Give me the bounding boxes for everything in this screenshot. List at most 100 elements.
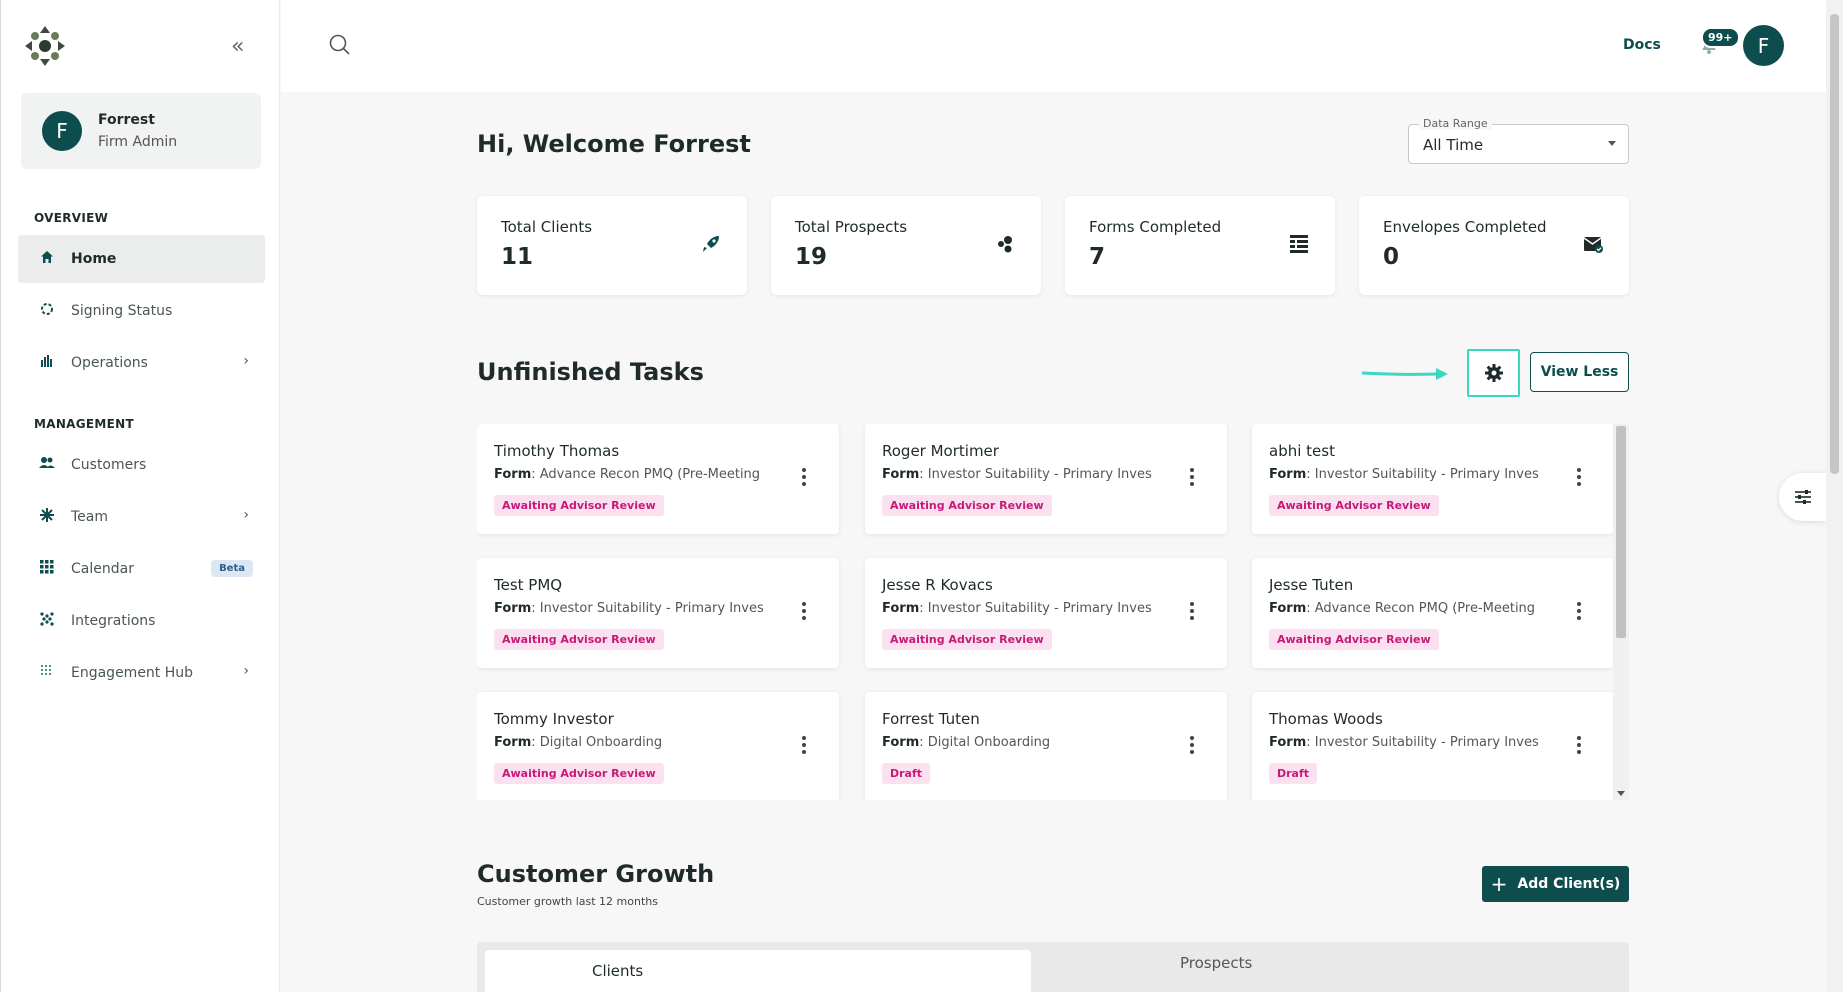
stat-value: 11 xyxy=(501,244,534,270)
more-options-icon[interactable] xyxy=(1190,602,1194,623)
more-options-icon[interactable] xyxy=(1577,468,1581,489)
task-form: Form: Investor Suitability - Primary Inv… xyxy=(882,467,1152,482)
customer-growth-title: Customer Growth xyxy=(477,860,715,888)
stat-card-envelopes-completed: Envelopes Completed 0 xyxy=(1359,196,1629,295)
collapse-sidebar-icon[interactable]: « xyxy=(231,34,245,59)
date-range-value: All Time xyxy=(1423,136,1484,154)
prospects-icon xyxy=(998,236,1012,253)
task-form: Form: Advance Recon PMQ (Pre-Meeting xyxy=(494,467,761,482)
task-name: Timothy Thomas xyxy=(494,442,620,460)
tasks-scrollbar[interactable] xyxy=(1613,424,1629,800)
sidebar-item-integrations[interactable]: Integrations xyxy=(18,597,265,645)
task-card[interactable]: abhi test Form: Investor Suitability - P… xyxy=(1252,424,1614,534)
sidebar: « F Forrest Firm Admin OVERVIEW Home Sig… xyxy=(0,0,280,992)
status-badge: Awaiting Advisor Review xyxy=(494,629,664,650)
sidebar-item-signing-status[interactable]: Signing Status xyxy=(18,287,265,335)
team-icon xyxy=(36,508,58,526)
section-label-overview: OVERVIEW xyxy=(34,211,109,225)
tab-label: Prospects xyxy=(1180,954,1253,972)
add-clients-button[interactable]: + Add Client(s) xyxy=(1482,866,1629,902)
status-badge: Awaiting Advisor Review xyxy=(494,495,664,516)
more-options-icon[interactable] xyxy=(1577,736,1581,757)
avatar: F xyxy=(42,111,82,151)
status-badge: Awaiting Advisor Review xyxy=(494,763,664,784)
sidebar-item-engagement-hub[interactable]: Engagement Hub › xyxy=(18,649,265,697)
view-less-button[interactable]: View Less xyxy=(1530,352,1629,392)
sidebar-item-label: Calendar xyxy=(71,561,134,577)
task-card[interactable]: Roger Mortimer Form: Investor Suitabilit… xyxy=(865,424,1227,534)
page-title: Hi, Welcome Forrest xyxy=(477,130,751,158)
brand-logo[interactable] xyxy=(23,24,67,68)
task-form: Form: Investor Suitability - Primary Inv… xyxy=(1269,467,1539,482)
more-options-icon[interactable] xyxy=(802,602,806,623)
docs-link[interactable]: Docs xyxy=(1623,37,1661,53)
more-options-icon[interactable] xyxy=(802,468,806,489)
filter-settings-button[interactable] xyxy=(1779,473,1826,521)
growth-tabs: Clients Prospects xyxy=(477,942,1629,992)
sidebar-item-team[interactable]: Team › xyxy=(18,493,265,541)
task-name: Roger Mortimer xyxy=(882,442,999,460)
sidebar-item-label: Home xyxy=(71,251,117,267)
chevron-right-icon: › xyxy=(243,353,249,369)
scroll-down-arrow-icon[interactable] xyxy=(1617,791,1625,796)
status-badge: Awaiting Advisor Review xyxy=(1269,629,1439,650)
customers-icon xyxy=(36,456,58,474)
user-avatar[interactable]: F xyxy=(1743,25,1784,66)
task-name: Thomas Woods xyxy=(1269,710,1383,728)
task-name: Jesse R Kovacs xyxy=(882,576,993,594)
task-name: Forrest Tuten xyxy=(882,710,980,728)
more-options-icon[interactable] xyxy=(1190,468,1194,489)
date-range-select[interactable]: Data Range All Time xyxy=(1408,117,1629,164)
status-badge: Awaiting Advisor Review xyxy=(1269,495,1439,516)
integrations-icon xyxy=(36,612,58,630)
task-card[interactable]: Jesse Tuten Form: Advance Recon PMQ (Pre… xyxy=(1252,558,1614,668)
add-clients-label: Add Client(s) xyxy=(1517,876,1621,892)
task-card[interactable]: Jesse R Kovacs Form: Investor Suitabilit… xyxy=(865,558,1227,668)
task-name: abhi test xyxy=(1269,442,1335,460)
gear-icon xyxy=(1484,364,1503,382)
envelope-check-icon xyxy=(1583,237,1603,253)
sidebar-item-operations[interactable]: Operations › xyxy=(18,339,265,387)
calendar-icon xyxy=(36,560,58,578)
more-options-icon[interactable] xyxy=(1577,602,1581,623)
task-name: Jesse Tuten xyxy=(1269,576,1354,594)
sidebar-item-home[interactable]: Home xyxy=(18,235,265,283)
status-badge: Awaiting Advisor Review xyxy=(882,629,1052,650)
stat-value: 7 xyxy=(1089,244,1106,270)
sidebar-item-label: Integrations xyxy=(71,613,156,629)
task-form: Form: Advance Recon PMQ (Pre-Meeting xyxy=(1269,601,1536,616)
page-scrollbar[interactable] xyxy=(1826,0,1843,992)
user-card[interactable]: F Forrest Firm Admin xyxy=(21,93,261,169)
sidebar-item-label: Customers xyxy=(71,457,147,473)
task-name: Tommy Investor xyxy=(494,710,614,728)
user-name: Forrest xyxy=(98,112,155,128)
more-options-icon[interactable] xyxy=(1190,736,1194,757)
top-bar: Docs 99+ F xyxy=(281,0,1826,92)
stat-title: Forms Completed xyxy=(1089,218,1222,236)
tab-clients[interactable]: Clients xyxy=(485,950,1031,992)
task-card[interactable]: Thomas Woods Form: Investor Suitability … xyxy=(1252,692,1614,800)
customer-growth-subtitle: Customer growth last 12 months xyxy=(477,895,658,908)
engagement-hub-icon xyxy=(36,664,58,682)
sidebar-item-label: Team xyxy=(71,509,109,525)
sidebar-item-customers[interactable]: Customers xyxy=(18,441,265,489)
stat-value: 0 xyxy=(1383,244,1400,270)
more-options-icon[interactable] xyxy=(802,736,806,757)
forms-list-icon xyxy=(1290,235,1308,253)
task-card[interactable]: Test PMQ Form: Investor Suitability - Pr… xyxy=(477,558,839,668)
task-settings-button[interactable] xyxy=(1467,349,1520,397)
stat-card-forms-completed: Forms Completed 7 xyxy=(1065,196,1335,295)
tasks-scrollbar-thumb[interactable] xyxy=(1616,426,1626,638)
task-card[interactable]: Tommy Investor Form: Digital Onboarding … xyxy=(477,692,839,800)
sidebar-item-calendar[interactable]: Calendar Beta xyxy=(18,545,265,593)
page-scrollbar-thumb[interactable] xyxy=(1830,14,1839,474)
chevron-right-icon: › xyxy=(243,507,249,523)
search-icon[interactable] xyxy=(329,34,351,56)
chevron-right-icon: › xyxy=(243,663,249,679)
task-form: Form: Digital Onboarding xyxy=(494,735,663,750)
sidebar-item-label: Operations xyxy=(71,355,148,371)
task-name: Test PMQ xyxy=(494,576,563,594)
task-card[interactable]: Forrest Tuten Form: Digital Onboarding D… xyxy=(865,692,1227,800)
task-card[interactable]: Timothy Thomas Form: Advance Recon PMQ (… xyxy=(477,424,839,534)
status-badge: Draft xyxy=(1269,763,1318,784)
